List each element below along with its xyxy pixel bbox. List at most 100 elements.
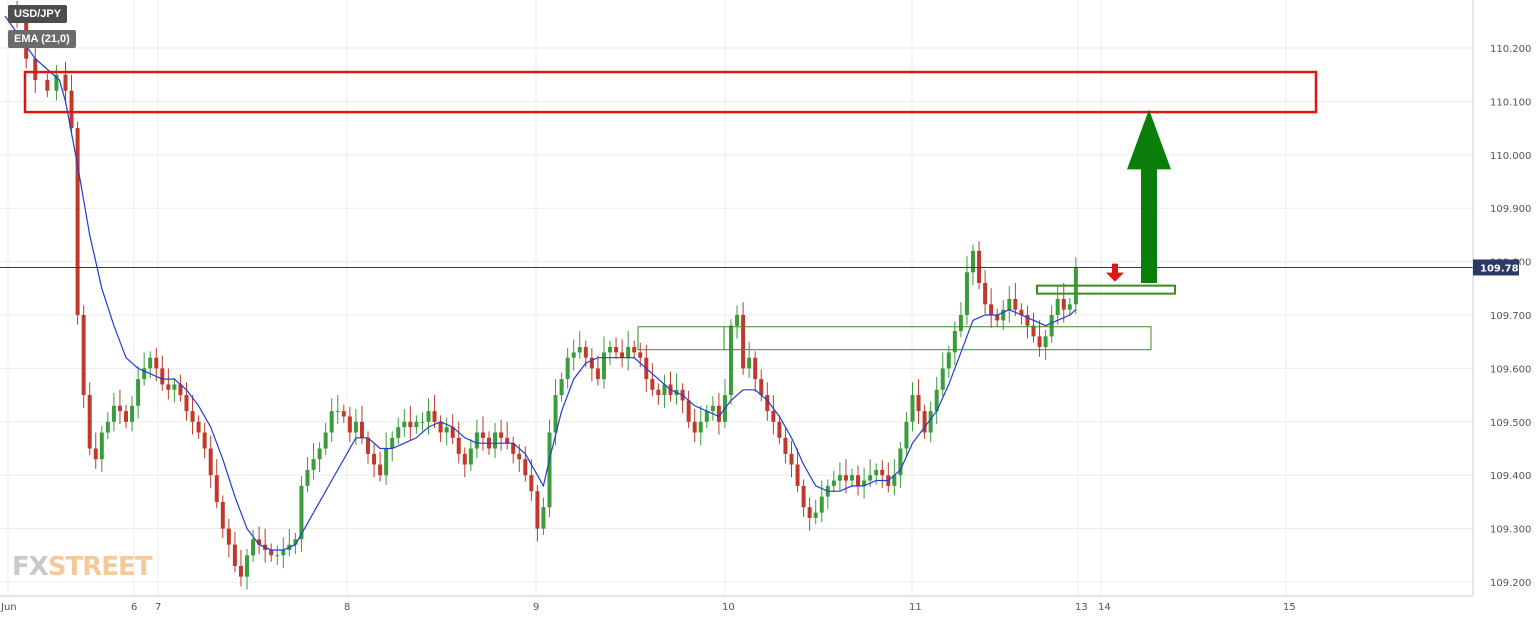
svg-text:FXSTREET: FXSTREET (12, 552, 153, 582)
candle-body (898, 448, 903, 476)
candle-body (341, 411, 346, 417)
candle-body (390, 437, 395, 449)
candle-body (353, 421, 358, 433)
candle-body (801, 485, 806, 508)
candle-body (275, 555, 280, 557)
candle-body (529, 475, 534, 492)
candle-body (620, 352, 625, 358)
candle-body (190, 411, 195, 422)
candle-body (172, 384, 177, 390)
candle-body (372, 453, 377, 465)
candle-body (777, 421, 782, 438)
candle-body (662, 384, 667, 396)
candle-body (136, 379, 141, 406)
candle-body (480, 432, 485, 438)
symbol-label[interactable]: USD/JPY (8, 5, 68, 23)
candle-body (245, 555, 249, 577)
candle-body (462, 453, 467, 465)
candle-body (541, 507, 546, 529)
candle-body (111, 405, 116, 422)
candle-body (99, 432, 104, 460)
candle-body (305, 469, 310, 486)
candle-body (87, 395, 92, 449)
candle-body (753, 357, 758, 380)
candle-body (916, 395, 921, 412)
candle-body (983, 282, 988, 305)
x-tick-label: 10 (722, 602, 735, 613)
candle-body (142, 368, 147, 380)
candle-body (269, 549, 274, 556)
candle-body (493, 432, 498, 449)
ema-line (4, 15, 1077, 551)
candle-body (511, 443, 516, 454)
candle-body (166, 384, 171, 390)
candle-body (69, 90, 74, 129)
candle-body (184, 395, 189, 412)
candle-body (910, 395, 915, 422)
candle-body (710, 405, 715, 412)
candle-body (347, 416, 352, 433)
candle-body (45, 80, 50, 91)
candle-body (238, 565, 243, 577)
candle-body (922, 411, 927, 433)
candle-body (850, 475, 854, 481)
candle-body (414, 421, 419, 428)
candle-body (977, 250, 982, 283)
candle-body (420, 421, 425, 423)
candle-body (856, 475, 861, 486)
candle-body (819, 496, 824, 513)
candle-body (75, 128, 80, 315)
candle-body (868, 475, 873, 481)
y-tick-label: 109.400 (1490, 471, 1531, 482)
candle-body (958, 315, 963, 332)
x-tick-label: 8 (344, 602, 350, 613)
candle-body (54, 74, 59, 91)
y-tick-label: 109.700 (1490, 311, 1531, 322)
current-price-tag-background (1473, 259, 1519, 276)
x-axis: Jun 6 7 8 9 10 11 13 14 15 (0, 595, 1473, 613)
candle-body (735, 315, 740, 326)
candle-body (81, 315, 86, 396)
candle-body (214, 475, 219, 502)
candle-body (843, 475, 848, 481)
candle-body (208, 448, 213, 476)
x-tick-label: 11 (909, 602, 922, 613)
candle-body (765, 395, 770, 412)
indicator-label[interactable]: EMA (21,0) (8, 30, 76, 48)
y-tick-label: 110.000 (1490, 151, 1531, 162)
candle-body (335, 411, 340, 413)
candle-body (583, 347, 588, 358)
candle-body (517, 453, 522, 460)
x-tick-label: 13 (1075, 602, 1088, 613)
candle-body (795, 464, 800, 486)
candle-body (196, 421, 201, 433)
candle-body (577, 347, 582, 353)
candle-body (964, 272, 969, 315)
candle-body (456, 437, 461, 454)
candle-body (807, 507, 812, 518)
candle-body (468, 448, 473, 465)
candle-body (638, 352, 643, 358)
candle-body (559, 379, 564, 396)
candle-body (474, 432, 479, 449)
candle-body (63, 74, 68, 91)
candle-body (995, 315, 1000, 321)
candle-body (632, 347, 637, 353)
candle-body (686, 400, 691, 422)
candle-body (747, 357, 752, 369)
logo-fx: FX (12, 552, 49, 582)
candle-body (771, 411, 776, 422)
candle-body (311, 459, 316, 470)
candle-body (505, 437, 510, 444)
candle-body (257, 539, 262, 545)
candle-body (1025, 315, 1030, 326)
candle-body (565, 357, 570, 380)
candle-body (837, 475, 842, 481)
up-arrow-icon (1127, 109, 1171, 283)
candle-body (698, 421, 703, 433)
candle-body (535, 491, 540, 529)
candle-body (692, 421, 697, 433)
candle-body (378, 464, 383, 476)
